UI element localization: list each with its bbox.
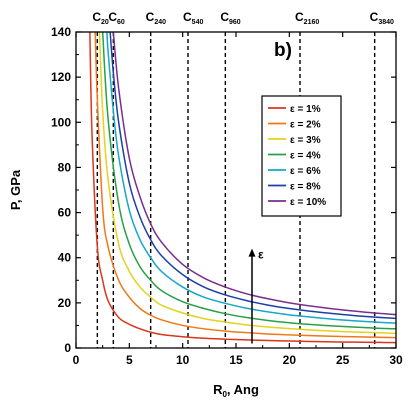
- legend-entry-1: ε = 1%: [290, 104, 321, 115]
- annotations: b) ε: [248, 40, 292, 344]
- vertical-line-label-C60: C60: [108, 10, 125, 26]
- x-tick-label: 30: [389, 353, 403, 367]
- vertical-line-label-sub: 60: [117, 19, 125, 26]
- y-tick-label: 40: [58, 251, 72, 265]
- legend-entry-2: ε = 2%: [290, 120, 321, 131]
- vertical-line-label-main: C: [295, 10, 304, 24]
- legend-box: [261, 95, 342, 217]
- series-line-7: [112, 32, 396, 316]
- legend-entry-6: ε = 8%: [290, 182, 321, 193]
- vertical-line-label-main: C: [146, 10, 155, 24]
- legend-entry-5: ε = 6%: [290, 166, 321, 177]
- legend-entry-3: ε = 3%: [290, 135, 321, 146]
- y-tick-label: 60: [58, 206, 72, 220]
- vertical-line-label-sub: 20: [101, 19, 109, 26]
- y-tick-label: 80: [58, 160, 72, 174]
- epsilon-arrow-label: ε: [258, 248, 264, 262]
- legend: ε = 1% ε = 2% ε = 3% ε = 4% ε = 6% ε = 8% ε = …: [261, 95, 342, 217]
- vertical-line-label-C960: C960: [220, 10, 240, 26]
- legend-entry-7: ε = 10%: [290, 197, 326, 208]
- series-line-5: [106, 32, 396, 324]
- x-axis-label-main: R: [213, 382, 223, 397]
- y-axis-label: P, GPa: [8, 169, 23, 210]
- vertical-line-label-sub: 960: [229, 19, 241, 26]
- legend-entry-4: ε = 4%: [290, 151, 321, 162]
- x-axis-label-sub: 0: [222, 390, 227, 399]
- series-lines: [89, 32, 396, 344]
- vertical-line-label-C3840: C3840: [370, 10, 394, 26]
- x-tick-label: 15: [229, 353, 243, 367]
- y-tick-label: 120: [51, 70, 71, 84]
- series-line-4: [101, 32, 396, 330]
- series-line-6: [109, 32, 396, 320]
- vertical-line-label-C2160: C2160: [295, 10, 319, 26]
- vertical-line-label-main: C: [183, 10, 192, 24]
- vertical-line-label-main: C: [108, 10, 117, 24]
- y-tick-label: 140: [51, 25, 71, 39]
- vertical-line-label-sub: 3840: [378, 19, 394, 26]
- vertical-line-label-C240: C240: [146, 10, 166, 26]
- x-tick-label: 0: [73, 353, 80, 367]
- vertical-reference-lines: C20 C60 C240 C540 C960 C2160 C3840: [92, 10, 394, 348]
- series-line-2: [94, 32, 396, 339]
- vertical-line-label-C540: C540: [183, 10, 203, 26]
- x-axis-label: R0, Ang: [213, 382, 259, 399]
- y-tick-label: 100: [51, 115, 71, 129]
- x-tick-label: 20: [283, 353, 297, 367]
- series-line-1: [89, 32, 396, 344]
- x-tick-label: 10: [176, 353, 190, 367]
- x-axis-label-rest: , Ang: [227, 382, 259, 397]
- vertical-line-label-main: C: [220, 10, 229, 24]
- x-tick-label: 5: [126, 353, 133, 367]
- panel-label: b): [274, 40, 292, 61]
- vertical-line-label-main: C: [92, 10, 101, 24]
- y-tick-label: 0: [64, 341, 71, 355]
- vertical-line-label-main: C: [370, 10, 379, 24]
- series-line-3: [98, 32, 396, 335]
- vertical-line-label-C20: C20: [92, 10, 109, 26]
- vertical-line-label-sub: 240: [154, 19, 166, 26]
- y-tick-label: 20: [58, 296, 72, 310]
- vertical-line-label-sub: 2160: [304, 19, 320, 26]
- vertical-line-label-sub: 540: [192, 19, 204, 26]
- x-tick-label: 25: [336, 353, 350, 367]
- epsilon-arrow-head: [248, 248, 256, 257]
